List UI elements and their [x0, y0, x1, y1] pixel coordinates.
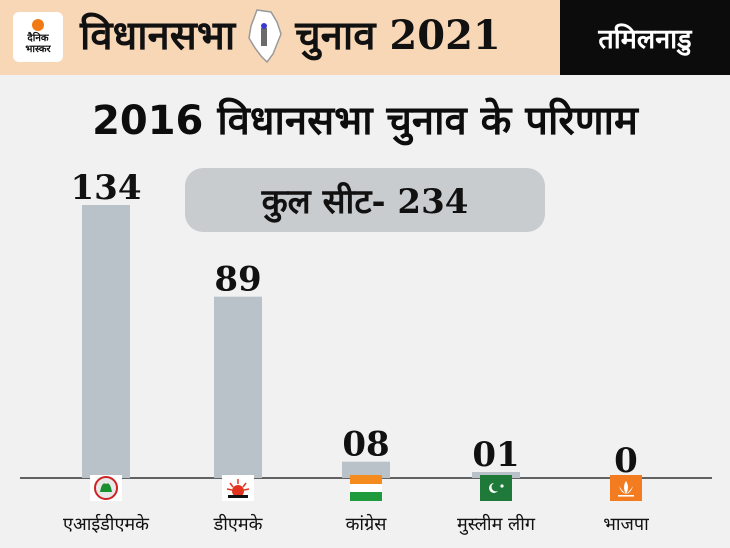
bar-1	[214, 296, 262, 478]
dainik-bhaskar-logo: दैनिक भास्कर	[13, 12, 63, 62]
party-label-4: भाजपा	[603, 514, 649, 535]
party-label-2: कांग्रेस	[345, 514, 387, 535]
bar-0	[82, 205, 130, 478]
chart-title: 2016 विधानसभा चुनाव के परिणाम	[92, 98, 638, 144]
logo-text-line1: दैनिक	[27, 33, 49, 44]
muslim-league-flag-icon	[480, 475, 512, 501]
congress-hand-icon	[350, 475, 382, 501]
dmk-rising-sun-icon	[222, 475, 254, 501]
header-banner: दैनिक भास्कर विधानसभा चुनाव 2021 तमिलनाड…	[0, 0, 730, 75]
logo-sun-icon	[32, 19, 44, 31]
banner-title-part1: विधानसभा	[80, 12, 236, 59]
bjp-lotus-icon	[610, 475, 642, 501]
banner-title-part2: चुनाव 2021	[295, 12, 501, 59]
tamil-nadu-map-icon	[248, 9, 283, 64]
state-badge: तमिलनाडु	[560, 0, 730, 75]
total-seats-pill: कुल सीट- 234	[185, 168, 545, 232]
party-label-3: मुस्लीम लीग	[456, 514, 536, 535]
bar-2	[342, 461, 390, 478]
banner-title: विधानसभा चुनाव 2021	[80, 6, 501, 66]
bar-value-label-4: 0	[614, 441, 638, 481]
bar-value-label-3: 01	[472, 435, 519, 475]
bar-value-label-2: 08	[342, 425, 389, 465]
aiadmk-two-leaves-icon	[90, 475, 122, 501]
party-label-1: डीएमके	[213, 514, 263, 535]
logo-text-line2: भास्कर	[25, 44, 51, 55]
party-label-0: एआईडीएमके	[62, 514, 150, 535]
bar-value-label-0: 134	[71, 168, 142, 208]
bar-value-label-1: 89	[214, 260, 261, 300]
